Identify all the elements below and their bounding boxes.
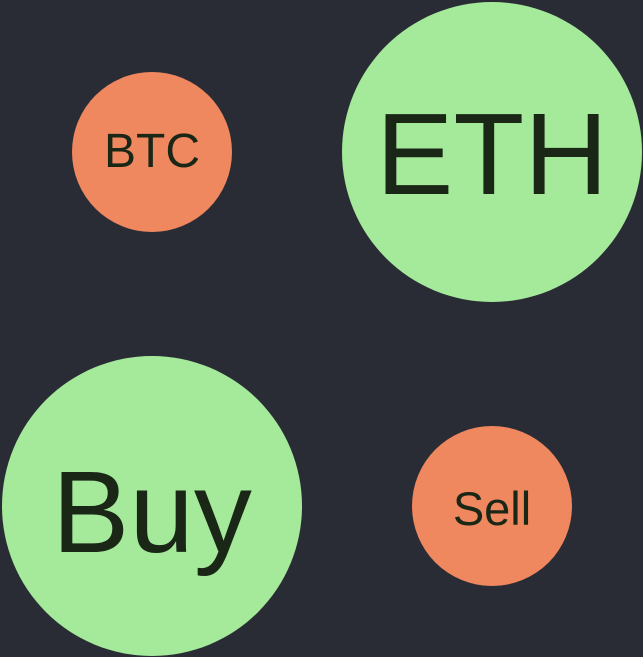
sell-button[interactable]: Sell — [412, 426, 572, 586]
btc-label: BTC — [104, 125, 200, 178]
btc-bubble[interactable]: BTC — [72, 72, 232, 232]
sell-label: Sell — [452, 481, 532, 535]
buy-button[interactable]: Buy — [2, 356, 302, 656]
eth-label: ETH — [376, 89, 608, 219]
eth-bubble[interactable]: ETH — [342, 2, 642, 302]
buy-label: Buy — [52, 447, 252, 577]
